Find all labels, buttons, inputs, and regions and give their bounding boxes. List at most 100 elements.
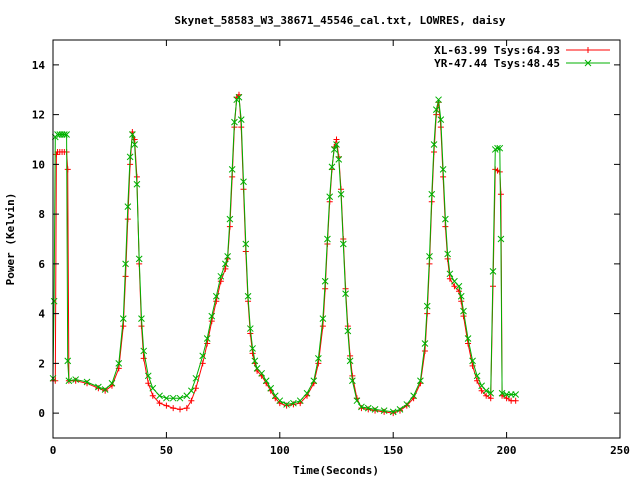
data-point [365, 406, 372, 413]
data-point [163, 402, 170, 409]
data-point [187, 387, 195, 395]
data-point [473, 372, 481, 380]
data-point [421, 340, 429, 347]
data-point [497, 191, 504, 198]
plot-frame [52, 39, 621, 439]
data-point [140, 347, 148, 355]
data-point [457, 292, 465, 300]
data-point [283, 401, 290, 408]
data-point [237, 116, 245, 123]
data-point [101, 386, 109, 393]
legend-label: YR-47.44 Tsys:48.45 [434, 57, 560, 70]
data-point [188, 397, 195, 404]
data-point [333, 136, 340, 143]
data-point [389, 408, 397, 416]
data-point [63, 131, 70, 138]
y-axis-label: Power (Kelvin) [4, 193, 17, 286]
data-point [133, 180, 141, 188]
data-point [512, 397, 519, 404]
data-point [303, 389, 311, 397]
data-point [444, 250, 451, 258]
data-point [358, 403, 365, 411]
x-tick-label: 200 [497, 444, 517, 457]
data-point [432, 106, 440, 114]
data-point [50, 297, 58, 305]
series-line [52, 96, 516, 413]
legend-marker [585, 47, 591, 53]
data-point [163, 394, 170, 402]
data-point [290, 399, 297, 407]
data-point [290, 401, 297, 408]
data-point [315, 360, 322, 367]
data-point [120, 323, 127, 330]
data-point [95, 383, 102, 391]
y-tick-label: 6 [38, 258, 45, 271]
data-point [203, 335, 211, 342]
data-point [213, 298, 220, 305]
data-point [60, 131, 68, 138]
data-point [489, 267, 497, 275]
data-point [126, 153, 134, 161]
data-point [372, 407, 379, 414]
data-point [335, 156, 343, 163]
data-point [381, 408, 388, 415]
data-point [226, 215, 234, 223]
data-point [149, 392, 156, 399]
data-point [267, 384, 275, 392]
data-point [144, 372, 152, 380]
chart-title: Skynet_58583_W3_38671_45546_cal.txt, LOW… [174, 14, 506, 27]
data-point [249, 345, 256, 352]
data-point [321, 277, 329, 285]
data-point [242, 240, 250, 248]
data-point [208, 312, 216, 320]
data-point [170, 405, 177, 412]
legend-label: XL-63.99 Tsys:64.93 [434, 44, 560, 57]
data-point [217, 278, 224, 285]
data-point [364, 404, 372, 412]
y-tick-label: 2 [38, 357, 45, 370]
data-point [149, 384, 157, 392]
data-point [296, 397, 304, 405]
data-point [494, 144, 501, 152]
data-point [224, 253, 231, 260]
data-point [478, 387, 485, 394]
data-point [115, 360, 123, 367]
data-point [251, 357, 259, 365]
data-point [423, 302, 431, 310]
data-point [235, 93, 243, 101]
data-point [222, 260, 229, 268]
data-point [145, 380, 152, 387]
data-point [65, 377, 73, 385]
data-point [124, 203, 132, 211]
data-point [310, 377, 318, 385]
data-point [169, 394, 177, 402]
data-point [353, 397, 361, 405]
data-point [140, 355, 147, 362]
data-point [455, 282, 463, 290]
data-point [135, 255, 143, 263]
data-point [390, 410, 397, 417]
data-point [212, 292, 220, 300]
data-point [208, 318, 215, 325]
data-point [417, 377, 424, 385]
data-point [497, 235, 505, 243]
data-point [328, 163, 336, 171]
data-point [442, 215, 449, 223]
data-point [258, 369, 266, 377]
data-point [244, 292, 252, 300]
data-point [346, 357, 354, 365]
data-point [439, 165, 447, 173]
y-tick-label: 0 [38, 407, 45, 420]
data-point [503, 395, 510, 402]
x-tick-label: 0 [50, 444, 57, 457]
data-point [396, 406, 404, 413]
data-point [204, 340, 211, 347]
data-point [339, 240, 347, 248]
data-point [262, 377, 270, 385]
data-point [358, 405, 365, 412]
x-axis-label: Time(Seconds) [293, 464, 379, 477]
data-point [315, 355, 322, 362]
data-point [246, 325, 254, 332]
